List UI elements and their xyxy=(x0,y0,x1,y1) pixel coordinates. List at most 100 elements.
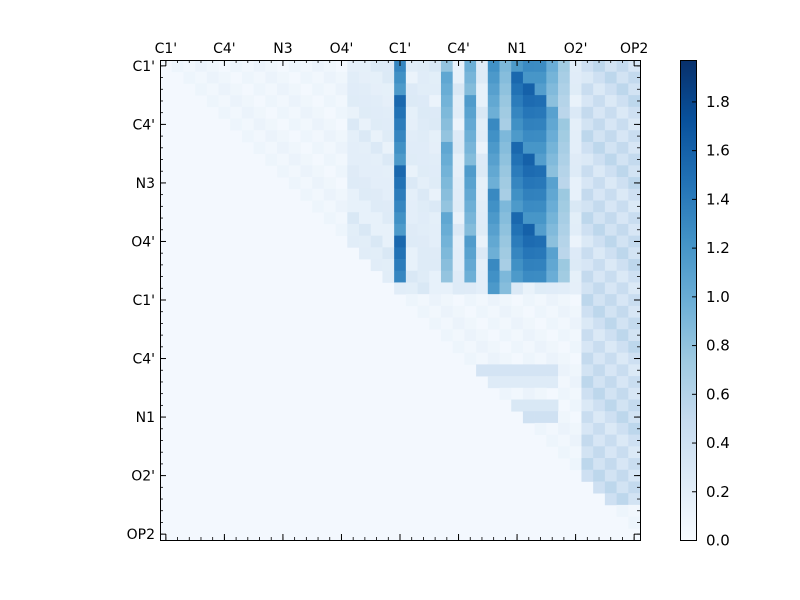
heatmap-cell xyxy=(569,329,582,342)
heatmap-cell xyxy=(277,106,290,119)
heatmap-cell xyxy=(604,177,617,190)
heatmap-cell xyxy=(440,60,454,73)
heatmap-cell xyxy=(417,60,430,73)
heatmap-cell xyxy=(265,95,278,108)
heatmap-cell xyxy=(476,177,489,190)
heatmap-cell xyxy=(476,71,489,84)
heatmap-cell xyxy=(429,223,442,236)
heatmap-cell xyxy=(569,317,582,330)
heatmap-cell xyxy=(359,235,372,248)
heatmap-cell xyxy=(511,247,524,260)
heatmap-cell xyxy=(347,153,360,166)
heatmap-cell xyxy=(534,247,547,260)
heatmap-cell xyxy=(616,329,629,342)
heatmap-cell xyxy=(522,118,535,131)
heatmap-cell xyxy=(534,118,547,131)
heatmap-cell xyxy=(359,247,372,260)
heatmap-cell xyxy=(628,95,641,108)
heatmap-cell xyxy=(558,118,571,131)
heatmap-cell xyxy=(417,282,430,295)
heatmap-cell xyxy=(487,95,500,108)
heatmap-cell xyxy=(499,223,512,236)
heatmap-cell xyxy=(511,200,524,213)
heatmap-cell xyxy=(604,71,617,84)
heatmap-cell xyxy=(370,223,383,236)
heatmap-cell xyxy=(440,165,454,178)
heatmap-cell xyxy=(616,106,629,119)
heatmap-cell xyxy=(265,153,278,166)
heatmap-cell xyxy=(534,387,547,400)
heatmap-cell xyxy=(511,235,524,248)
heatmap-cell xyxy=(546,60,559,73)
heatmap-cell xyxy=(253,83,266,96)
heatmap-cell xyxy=(604,106,617,119)
heatmap-cell xyxy=(581,95,594,108)
heatmap-cell xyxy=(569,95,582,108)
heatmap-cell xyxy=(218,95,231,108)
heatmap-cell xyxy=(464,329,477,342)
heatmap-cell xyxy=(476,223,489,236)
heatmap-cell xyxy=(464,259,477,272)
heatmap-cell xyxy=(569,270,582,283)
heatmap-cell xyxy=(312,71,325,84)
heatmap-cell xyxy=(546,317,559,330)
heatmap-cell xyxy=(405,130,418,143)
heatmap-cell xyxy=(593,95,606,108)
heatmap-cell xyxy=(288,177,301,190)
heatmap-cell xyxy=(429,188,442,201)
heatmap-cell xyxy=(265,83,278,96)
heatmap-cell xyxy=(604,282,617,295)
heatmap-cell xyxy=(476,294,489,307)
colorbar: 0.0 0.2 0.4 0.6 0.8 1.0 1.2 1.4 1.6 1.8 xyxy=(680,60,730,550)
heatmap-cell xyxy=(499,282,512,295)
heatmap-cell xyxy=(323,212,336,225)
heatmap-cell xyxy=(534,399,547,412)
heatmap-cell xyxy=(487,130,500,143)
y-tick-label: C1' xyxy=(132,59,155,75)
heatmap-cell xyxy=(382,235,395,248)
heatmap-cell xyxy=(464,317,477,330)
heatmap-cell xyxy=(546,282,559,295)
heatmap-cell xyxy=(195,83,208,96)
heatmap-cell xyxy=(487,188,500,201)
heatmap-cell xyxy=(569,188,582,201)
heatmap-cell xyxy=(581,469,594,482)
heatmap-cell xyxy=(511,153,524,166)
heatmap-cell xyxy=(452,317,465,330)
heatmap-cell xyxy=(417,130,430,143)
heatmap-cell xyxy=(464,153,477,166)
heatmap-cell xyxy=(277,165,290,178)
heatmap-cell xyxy=(394,106,407,119)
heatmap-cell xyxy=(347,223,360,236)
heatmap-cell xyxy=(522,95,535,108)
heatmap-cell xyxy=(616,95,629,108)
heatmap-cell xyxy=(417,165,430,178)
heatmap-cell xyxy=(440,177,454,190)
heatmap-cell xyxy=(452,95,465,108)
heatmap-cell xyxy=(230,106,243,119)
heatmap-cell xyxy=(370,188,383,201)
heatmap-cell xyxy=(616,504,629,517)
heatmap-cell xyxy=(558,376,571,389)
heatmap-cell xyxy=(335,95,348,108)
heatmap-cell xyxy=(230,95,243,108)
heatmap-cell xyxy=(476,352,489,365)
heatmap-cell xyxy=(487,177,500,190)
heatmap-cell xyxy=(265,60,278,73)
colorbar-tick-label: 1.0 xyxy=(706,288,730,306)
heatmap-cell xyxy=(476,270,489,283)
heatmap-cell xyxy=(487,364,500,377)
heatmap-cell xyxy=(335,130,348,143)
heatmap-cell xyxy=(499,305,512,318)
heatmap-cell xyxy=(499,235,512,248)
heatmap-cell xyxy=(300,130,313,143)
heatmap-cell xyxy=(593,177,606,190)
heatmap-cell xyxy=(616,153,629,166)
heatmap-cell xyxy=(335,165,348,178)
heatmap-cell xyxy=(370,118,383,131)
heatmap-cell xyxy=(499,352,512,365)
heatmap-cell xyxy=(429,282,442,295)
heatmap-cell xyxy=(593,188,606,201)
heatmap-cell xyxy=(241,106,255,119)
heatmap-cell xyxy=(417,106,430,119)
